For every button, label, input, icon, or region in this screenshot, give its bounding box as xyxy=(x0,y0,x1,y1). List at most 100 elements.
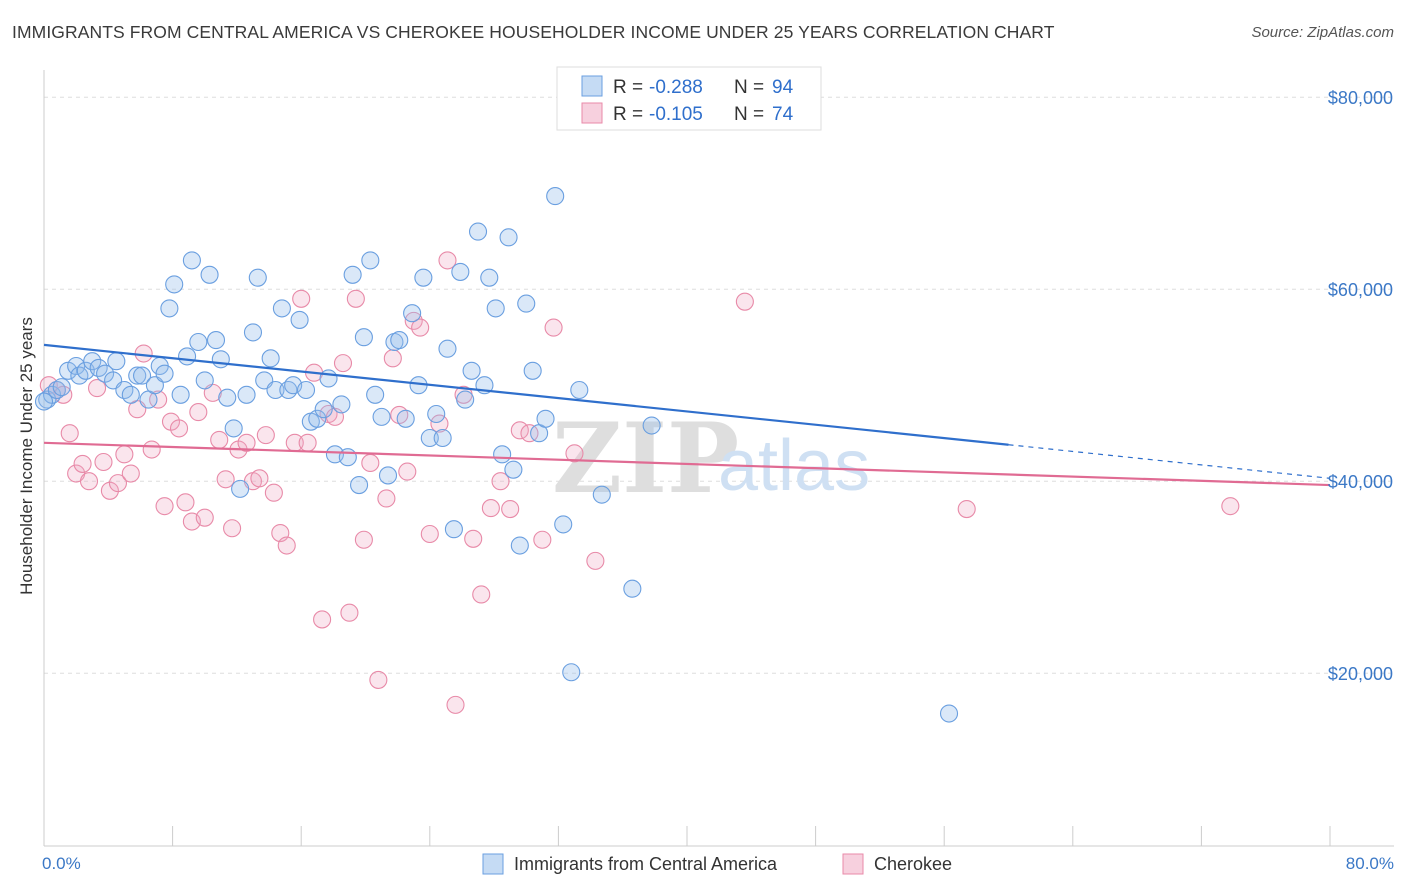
point-cherokee xyxy=(544,318,563,337)
point-cherokee xyxy=(149,390,168,409)
point-cherokee xyxy=(121,464,140,483)
point-central-america xyxy=(396,409,415,428)
point-central-america xyxy=(939,704,959,723)
point-central-america xyxy=(438,339,457,358)
point-central-america xyxy=(52,378,71,397)
point-cherokee xyxy=(216,470,235,489)
legend-swatch-pink xyxy=(581,102,603,124)
point-central-america xyxy=(128,366,147,385)
point-central-america xyxy=(523,361,542,380)
trend-line-central-america-extension xyxy=(1008,444,1331,479)
point-central-america xyxy=(468,222,488,241)
point-central-america xyxy=(200,265,219,284)
point-cherokee xyxy=(430,414,449,433)
legend-r-label-1: R = xyxy=(613,77,643,98)
point-central-america xyxy=(420,428,439,448)
point-central-america xyxy=(536,409,555,428)
x-tick-label-min: 0.0% xyxy=(42,854,81,873)
trend-lines xyxy=(43,343,1331,487)
point-central-america xyxy=(343,265,362,284)
point-central-america xyxy=(248,268,267,287)
y-axis-label: Householder Income Under 25 years xyxy=(17,317,36,595)
point-cherokee xyxy=(79,472,99,491)
point-cherokee xyxy=(464,529,483,548)
point-central-america xyxy=(510,536,529,555)
point-central-america xyxy=(504,460,523,479)
point-central-america xyxy=(314,400,333,419)
point-central-america xyxy=(171,385,190,404)
point-central-america xyxy=(189,332,208,352)
chart-title: IMMIGRANTS FROM CENTRAL AMERICA VS CHERO… xyxy=(12,22,1055,42)
series-central-america-points xyxy=(34,187,959,723)
point-cherokee xyxy=(108,474,127,493)
point-central-america xyxy=(451,262,470,281)
y-tick-labels: $20,000 $40,000 $60,000 $80,000 xyxy=(1328,88,1393,684)
point-cherokee xyxy=(223,519,242,538)
legend-n-value-1: 94 xyxy=(772,77,794,98)
point-central-america xyxy=(133,366,152,385)
point-central-america xyxy=(499,228,518,247)
point-cherokee xyxy=(264,483,283,502)
point-central-america xyxy=(570,380,589,400)
point-central-america xyxy=(155,364,174,383)
point-cherokee xyxy=(292,289,311,308)
legend-n-label-1: N = xyxy=(734,77,764,98)
point-central-america xyxy=(623,579,642,598)
point-central-america xyxy=(372,407,391,426)
point-cherokee xyxy=(346,289,365,308)
series-legend: Immigrants from Central America Cherokee xyxy=(482,853,952,875)
legend-r-label-2: R = xyxy=(613,104,643,125)
bottom-legend-swatch-pink xyxy=(842,853,864,875)
point-cherokee xyxy=(142,440,161,459)
point-cherokee xyxy=(87,379,107,398)
stats-legend: R = -0.288 N = 94 R = -0.105 N = 74 xyxy=(556,66,822,131)
point-central-america xyxy=(390,331,409,350)
point-cherokee xyxy=(73,454,92,473)
point-cherokee xyxy=(250,469,269,488)
point-central-america xyxy=(237,385,256,404)
series-cherokee-points xyxy=(39,251,1240,714)
point-central-america xyxy=(366,385,385,404)
point-central-america xyxy=(178,347,197,366)
point-central-america xyxy=(266,380,285,400)
point-cherokee xyxy=(169,419,189,438)
y-tick-label: $40,000 xyxy=(1328,472,1393,492)
point-central-america xyxy=(224,419,243,438)
point-central-america xyxy=(592,485,611,504)
point-cherokee xyxy=(361,453,380,473)
point-cherokee xyxy=(735,292,754,311)
point-cherokee xyxy=(369,670,388,689)
bottom-legend-label-cherokee: Cherokee xyxy=(874,854,952,874)
point-cherokee xyxy=(411,318,430,337)
point-central-america xyxy=(279,380,298,400)
point-central-america xyxy=(38,390,57,409)
axes xyxy=(43,70,1394,847)
point-central-america xyxy=(332,395,351,414)
point-cherokee xyxy=(520,424,539,443)
trend-line-central-america xyxy=(43,343,1009,446)
point-central-america xyxy=(350,475,369,495)
point-central-america xyxy=(480,268,499,287)
trend-line-cherokee xyxy=(43,441,1331,487)
legend-r-value-1: -0.288 xyxy=(649,77,703,98)
point-central-america xyxy=(554,515,573,534)
point-cherokee xyxy=(446,695,465,714)
point-central-america xyxy=(34,392,54,411)
point-central-america xyxy=(107,352,126,371)
point-cherokee xyxy=(398,462,417,481)
point-cherokee xyxy=(491,472,510,491)
point-central-america xyxy=(642,416,661,435)
point-cherokee xyxy=(298,433,317,452)
point-central-america xyxy=(493,445,512,464)
point-cherokee xyxy=(277,536,296,555)
bottom-legend-swatch-blue xyxy=(482,853,504,875)
point-central-america xyxy=(414,268,433,287)
point-cherokee xyxy=(565,444,584,463)
point-central-america xyxy=(486,299,505,318)
point-central-america xyxy=(47,380,66,400)
point-central-america xyxy=(145,376,164,395)
point-cherokee xyxy=(115,445,134,464)
point-cherokee xyxy=(957,499,976,519)
point-cherokee xyxy=(533,530,552,549)
point-central-america xyxy=(195,371,214,390)
